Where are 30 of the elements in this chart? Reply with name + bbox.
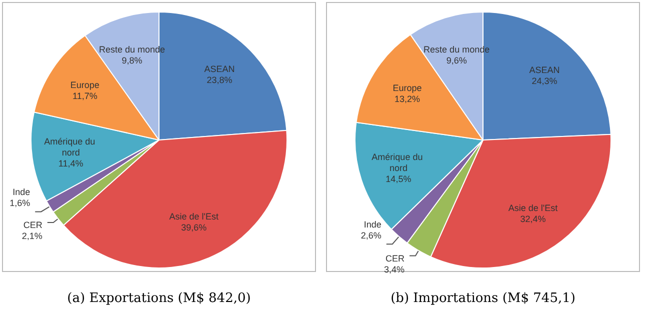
slice-label: Amérique du nord — [44, 136, 98, 158]
slice-label: Europe — [392, 82, 422, 93]
data-label: 32,4% — [520, 214, 546, 224]
slice-label: Amérique du nord — [372, 152, 426, 173]
slice-label: Reste du monde — [99, 44, 166, 55]
data-label: 13,2% — [394, 94, 420, 104]
data-label: 24,3% — [532, 76, 558, 86]
text: (a) Exportations (M$ 842,0) — [67, 291, 251, 306]
data-label: 1,6% — [10, 198, 30, 208]
data-label: 3,4% — [384, 264, 405, 274]
data-label: 39,6% — [181, 222, 207, 232]
data-label: 23,8% — [206, 75, 232, 86]
slice-label: Inde — [364, 220, 382, 230]
data-label: 9,6% — [446, 56, 467, 66]
slice-label: CER — [23, 220, 43, 230]
slice-label: Asie de l'Est — [508, 203, 558, 214]
slice-label: ASEAN — [204, 64, 235, 74]
data-label: 11,4% — [58, 158, 84, 168]
data-label: 14,5% — [386, 174, 412, 184]
data-label: 11,7% — [72, 91, 98, 102]
slice-label: Inde — [12, 187, 30, 198]
text: (b) Importations (M$ 745,1) — [390, 291, 576, 306]
slice-label: ASEAN — [529, 65, 560, 76]
slice-label: Europe — [70, 80, 100, 90]
slice-label: Asie de l'Est — [169, 211, 219, 222]
slice-label: Reste du monde — [424, 44, 490, 55]
data-label: 9,8% — [122, 56, 142, 66]
data-label: 2,1% — [22, 230, 42, 241]
data-label: 2,6% — [360, 230, 382, 241]
slice-label: CER — [386, 253, 405, 264]
